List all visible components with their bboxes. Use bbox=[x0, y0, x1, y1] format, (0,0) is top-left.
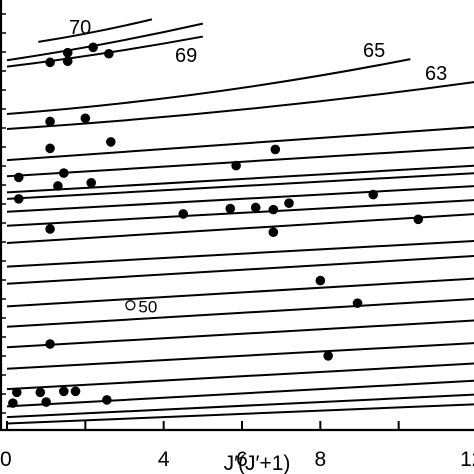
data-point bbox=[178, 209, 189, 219]
data-point bbox=[58, 386, 69, 397]
data-point bbox=[62, 56, 73, 67]
curve-5 bbox=[6, 126, 474, 162]
data-point bbox=[35, 387, 46, 398]
curve-8 bbox=[6, 172, 474, 200]
data-point bbox=[368, 189, 379, 200]
data-point bbox=[102, 395, 112, 405]
data-point bbox=[80, 113, 91, 124]
data-point bbox=[104, 48, 114, 59]
curve-group bbox=[6, 18, 474, 425]
curve-63 bbox=[6, 81, 474, 130]
data-point bbox=[41, 397, 51, 407]
curve-70 bbox=[38, 18, 153, 43]
curve-21 bbox=[6, 403, 474, 425]
data-point bbox=[231, 160, 241, 171]
curve-19 bbox=[6, 379, 474, 408]
data-point bbox=[45, 339, 55, 349]
data-point bbox=[11, 387, 22, 398]
data-point bbox=[86, 177, 97, 188]
curve-7 bbox=[6, 164, 474, 194]
data-point bbox=[70, 386, 81, 397]
data-point bbox=[284, 198, 294, 208]
data-point bbox=[13, 172, 24, 183]
data-point bbox=[270, 144, 281, 155]
data-point bbox=[88, 42, 98, 53]
point-group: 50 bbox=[8, 42, 424, 408]
x-tick-label: 8 bbox=[314, 448, 326, 471]
tick-group: 0 4 6 8 12x bbox=[0, 13, 474, 471]
curve-65 bbox=[6, 58, 411, 115]
curve-16 bbox=[6, 319, 474, 349]
data-point bbox=[225, 203, 236, 214]
curve-15 bbox=[6, 298, 474, 328]
data-point bbox=[45, 116, 55, 127]
x-axis-label: J′(J′+1) bbox=[224, 452, 291, 474]
data-point bbox=[268, 227, 279, 237]
curve-20 bbox=[6, 393, 474, 419]
curve-11 bbox=[6, 213, 474, 244]
x-tick-label: 6 bbox=[236, 448, 248, 471]
data-point bbox=[8, 398, 18, 408]
data-point bbox=[315, 275, 326, 286]
series-label: 63 bbox=[425, 63, 447, 85]
data-point bbox=[250, 202, 261, 213]
label-group: 70 69 65 63 bbox=[69, 17, 447, 85]
x-tick-label: 4 bbox=[158, 448, 170, 471]
data-point bbox=[45, 224, 55, 234]
curve-10 bbox=[6, 199, 474, 227]
series-label: 69 bbox=[175, 45, 197, 67]
data-point bbox=[105, 137, 116, 147]
data-point bbox=[45, 143, 55, 154]
data-point bbox=[62, 47, 73, 58]
data-point bbox=[13, 194, 24, 204]
curve-12 bbox=[6, 239, 474, 268]
open-data-point bbox=[125, 300, 136, 311]
open-point-label: 50 bbox=[138, 297, 157, 316]
x-tick-label: 12x bbox=[460, 448, 474, 471]
curve-18 bbox=[6, 362, 474, 391]
curve-69 bbox=[6, 22, 204, 62]
data-point bbox=[268, 204, 279, 215]
data-point bbox=[323, 351, 333, 361]
data-point bbox=[45, 57, 55, 68]
curve-17 bbox=[6, 342, 474, 370]
curve-6 bbox=[6, 146, 474, 178]
curve-9 bbox=[6, 185, 474, 213]
data-point bbox=[58, 168, 69, 178]
curve-13 bbox=[6, 255, 474, 285]
series-label: 65 bbox=[363, 40, 385, 62]
data-point bbox=[352, 298, 363, 308]
series-label: 70 bbox=[69, 17, 91, 39]
data-point bbox=[53, 181, 63, 191]
curve-14 bbox=[6, 277, 474, 308]
x-tick-label: 0 bbox=[0, 448, 12, 471]
data-point bbox=[413, 214, 424, 225]
